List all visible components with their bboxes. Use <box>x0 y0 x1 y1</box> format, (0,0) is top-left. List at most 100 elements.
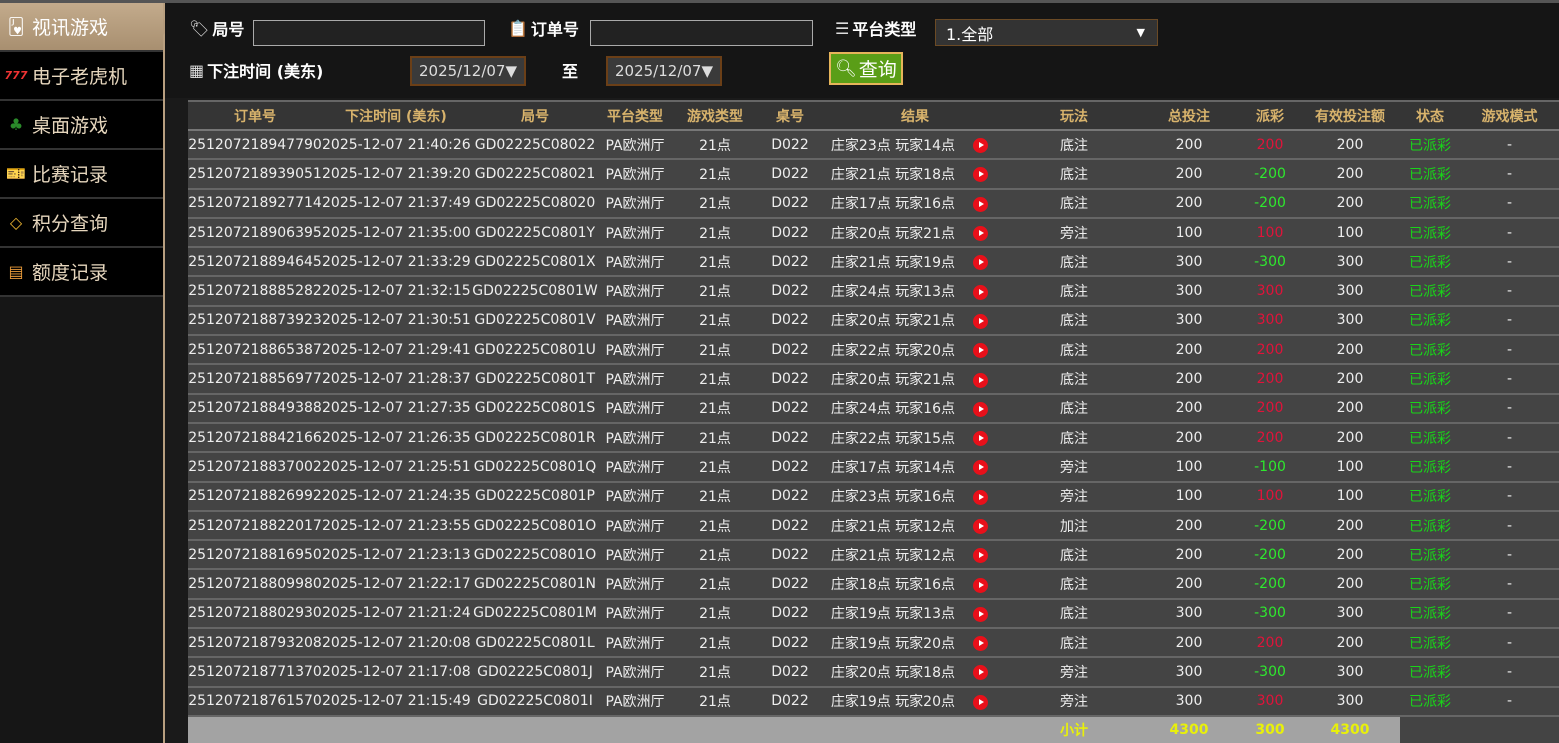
cell-6: 庄家23点 玩家14点 <box>820 130 1010 161</box>
play-replay-icon[interactable] <box>973 313 988 329</box>
play-replay-icon[interactable] <box>973 489 988 505</box>
cell-10: 300 <box>1300 686 1400 717</box>
query-button[interactable]: 🔍︎ 查询 <box>829 52 903 85</box>
sidebar-item-1[interactable]: 777 电子老虎机 <box>0 52 163 101</box>
play-replay-icon[interactable] <box>973 138 988 154</box>
play-replay-icon[interactable] <box>973 372 988 388</box>
cell-4: 21点 <box>670 364 760 395</box>
cell-10: 200 <box>1300 364 1400 395</box>
cell-9: 200 <box>1240 422 1300 454</box>
date-from-select[interactable]: 2025/12/07▼ <box>410 56 526 86</box>
cell-8: 300 <box>1138 276 1240 307</box>
table-row: 251207218873923 2025-12-07 21:30:51 GD0222… <box>188 305 1559 337</box>
cell-2: GD02225C08020 <box>470 188 600 219</box>
result-text: 庄家22点 玩家15点 <box>830 430 955 447</box>
cell-7: 底注 <box>1010 159 1138 190</box>
cell-11: 已派彩 <box>1400 393 1460 424</box>
result-text: 庄家19点 玩家13点 <box>830 606 955 623</box>
cell-7: 底注 <box>1010 335 1138 366</box>
cell-12: - <box>1460 422 1559 454</box>
table-row: 251207218816950 2025-12-07 21:23:13 GD0222… <box>188 540 1559 571</box>
cell-3: PA欧洲厅 <box>600 657 670 688</box>
table-row: 251207218885282 2025-12-07 21:32:15 GD0222… <box>188 276 1559 307</box>
cell-12: - <box>1460 452 1559 483</box>
cell-2: GD02225C0801N <box>470 569 600 600</box>
round-input[interactable] <box>253 20 485 46</box>
cell-8: 300 <box>1138 247 1240 278</box>
cell-8: 300 <box>1138 598 1240 630</box>
play-replay-icon[interactable] <box>973 519 988 534</box>
cell-7: 底注 <box>1010 569 1138 600</box>
platform-label-text: 平台类型 <box>852 20 917 39</box>
cell-11: 已派彩 <box>1400 452 1460 483</box>
play-replay-icon[interactable] <box>973 636 988 652</box>
cell-2: GD02225C0801I <box>470 686 600 717</box>
play-replay-icon[interactable] <box>973 577 988 593</box>
cell-2: GD02225C0801S <box>470 393 600 424</box>
play-replay-icon[interactable] <box>973 665 988 681</box>
cell-12: - <box>1460 247 1559 278</box>
play-replay-icon[interactable] <box>973 548 988 564</box>
subtotal-valid_bet: 4300 <box>1300 715 1400 743</box>
cell-1: 2025-12-07 21:17:08 <box>322 657 471 688</box>
cell-6: 庄家19点 玩家13点 <box>820 598 1010 630</box>
sidebar-item-label: 桌面游戏 <box>32 115 109 137</box>
cell-1: 2025-12-07 21:20:08 <box>322 628 471 659</box>
diamond-icon: ◇ <box>9 213 23 232</box>
cell-7: 旁注 <box>1010 481 1138 512</box>
play-replay-icon[interactable] <box>973 196 988 212</box>
cell-12: - <box>1460 217 1559 249</box>
cell-5: D022 <box>760 657 820 688</box>
cell-12: - <box>1460 569 1559 600</box>
cell-0: 251207218761570 <box>188 686 322 717</box>
cell-10: 300 <box>1300 598 1400 630</box>
play-replay-icon[interactable] <box>973 226 988 242</box>
cell-0: 251207218873923 <box>188 305 322 337</box>
cell-3: PA欧洲厅 <box>600 540 670 571</box>
cell-11: 已派彩 <box>1400 628 1460 659</box>
result-text: 庄家21点 玩家18点 <box>830 166 955 183</box>
cell-0: 251207218842166 <box>188 422 322 454</box>
cell-6: 庄家17点 玩家14点 <box>820 452 1010 483</box>
cell-11: 已派彩 <box>1400 188 1460 219</box>
cell-5: D022 <box>760 276 820 307</box>
play-replay-icon[interactable] <box>973 431 988 447</box>
sidebar-item-0[interactable]: 🂻 视讯游戏 <box>0 3 171 52</box>
cell-7: 底注 <box>1010 247 1138 278</box>
table-row: 251207218837002 2025-12-07 21:25:51 GD0222… <box>188 452 1559 483</box>
cell-2: GD02225C08022 <box>470 130 600 161</box>
clipboard-icon: 📋 <box>508 18 528 38</box>
cell-4: 21点 <box>670 657 760 688</box>
cell-0: 251207218816950 <box>188 540 322 571</box>
result-text: 庄家20点 玩家21点 <box>830 225 955 242</box>
play-replay-icon[interactable] <box>973 167 988 183</box>
cell-9: -200 <box>1240 540 1300 571</box>
result-text: 庄家20点 玩家18点 <box>830 664 955 681</box>
date-to-select[interactable]: 2025/12/07▼ <box>606 56 722 86</box>
cell-9: -300 <box>1240 598 1300 630</box>
cell-4: 21点 <box>670 305 760 337</box>
sidebar-item-5[interactable]: ▤ 额度记录 <box>0 248 163 297</box>
play-replay-icon[interactable] <box>973 255 988 271</box>
play-replay-icon[interactable] <box>973 343 988 359</box>
subtotal-empty <box>1460 715 1559 743</box>
play-replay-icon[interactable] <box>973 460 988 476</box>
table-row: 251207218906395 2025-12-07 21:35:00 GD0222… <box>188 217 1559 249</box>
sidebar-item-4[interactable]: ◇ 积分查询 <box>0 199 163 248</box>
time-label-text: 下注时间 (美东) <box>207 62 324 81</box>
cell-1: 2025-12-07 21:23:13 <box>322 540 471 571</box>
order-input[interactable] <box>590 20 813 46</box>
cell-0: 251207218793208 <box>188 628 322 659</box>
platform-select[interactable]: 1.全部 ▼ <box>935 19 1158 46</box>
subtotal-empty <box>600 715 670 743</box>
play-replay-icon[interactable] <box>973 606 988 622</box>
play-replay-icon[interactable] <box>973 401 988 417</box>
play-replay-icon[interactable] <box>973 284 988 300</box>
cell-9: -200 <box>1240 159 1300 190</box>
sidebar-item-3[interactable]: 🎫 比赛记录 <box>0 150 163 199</box>
play-replay-icon[interactable] <box>973 694 988 710</box>
cell-3: PA欧洲厅 <box>600 393 670 424</box>
cell-7: 底注 <box>1010 598 1138 630</box>
cell-8: 300 <box>1138 657 1240 688</box>
sidebar-item-2[interactable]: ♣ 桌面游戏 <box>0 101 163 150</box>
